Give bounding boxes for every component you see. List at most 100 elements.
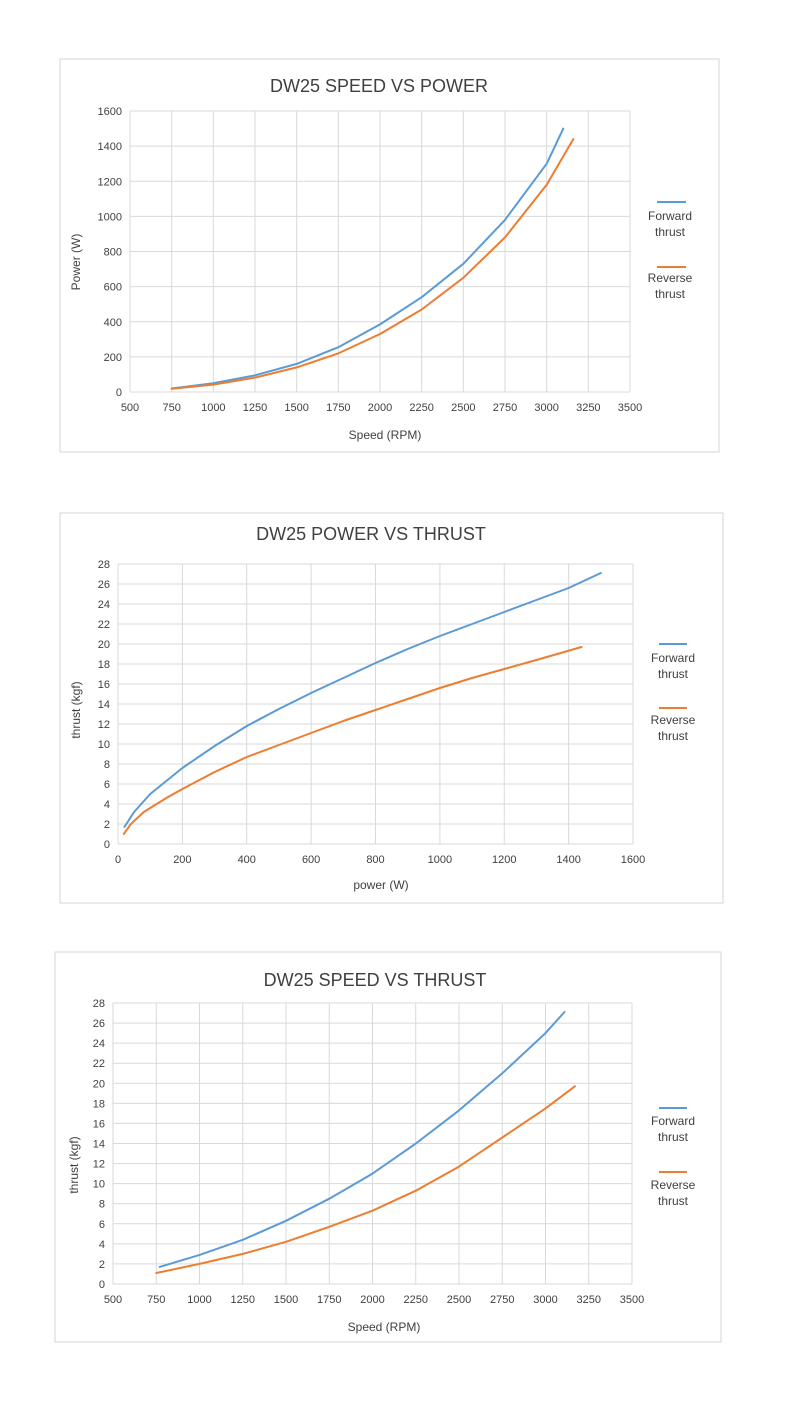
y-tick-label: 28 (98, 559, 110, 571)
x-tick-label: 750 (162, 402, 180, 414)
y-tick-label: 14 (98, 699, 110, 711)
y-tick-label: 8 (99, 1199, 105, 1211)
y-tick-label: 4 (104, 799, 110, 811)
y-tick-label: 22 (93, 1058, 105, 1070)
x-tick-label: 500 (121, 402, 139, 414)
x-tick-label: 1500 (274, 1294, 298, 1306)
legend-label-reverse: Reverse thrust (651, 713, 696, 743)
x-tick-label: 3500 (620, 1294, 644, 1306)
series-line-forward-thrust (158, 1011, 566, 1268)
x-axis-title: power (W) (353, 878, 408, 892)
legend: Forward thrust Reverse thrust (651, 1107, 696, 1208)
chart-frame (59, 512, 724, 904)
y-tick-label: 1000 (98, 211, 122, 223)
x-tick-label: 1250 (243, 402, 267, 414)
y-tick-label: 6 (104, 779, 110, 791)
x-tick-label: 3500 (618, 402, 642, 414)
chart-title: DW25 SPEED VS POWER (270, 76, 488, 96)
x-tick-label: 1200 (492, 854, 516, 866)
series-line-forward-thrust (170, 127, 565, 390)
x-tick-label: 750 (147, 1294, 165, 1306)
y-tick-label: 14 (93, 1139, 105, 1151)
x-tick-label: 1400 (556, 854, 580, 866)
y-tick-label: 8 (104, 759, 110, 771)
x-tick-label: 3250 (576, 402, 600, 414)
x-tick-label: 0 (115, 854, 121, 866)
x-tick-label: 2000 (360, 1294, 384, 1306)
y-tick-label: 18 (93, 1098, 105, 1110)
y-tick-label: 22 (98, 619, 110, 631)
x-tick-label: 2750 (493, 402, 517, 414)
y-tick-label: 2 (99, 1259, 105, 1271)
plot-area: 0 200 400 600 800 1000 1200 1400 160002468101214… (98, 559, 645, 866)
legend-label-forward: Forward thrust (648, 209, 692, 239)
y-tick-label: 16 (98, 679, 110, 691)
y-tick-label: 0 (116, 387, 122, 399)
x-tick-label: 3250 (577, 1294, 601, 1306)
chart-title: DW25 POWER VS THRUST (256, 524, 486, 544)
x-tick-label: 1000 (428, 854, 452, 866)
x-tick-label: 200 (173, 854, 191, 866)
x-tick-label: 1600 (621, 854, 645, 866)
chart-frame (59, 58, 720, 453)
x-tick-label: 400 (238, 854, 256, 866)
y-tick-label: 20 (98, 639, 110, 651)
chart-power-vs-thrust: DW25 POWER VS THRUST 0 200 400 600 800 1000 12… (59, 512, 724, 904)
y-tick-label: 0 (104, 839, 110, 851)
y-tick-label: 24 (98, 599, 110, 611)
series-line-reverse-thrust (155, 1085, 576, 1274)
x-tick-label: 3000 (533, 1294, 557, 1306)
x-tick-label: 1250 (231, 1294, 255, 1306)
x-tick-label: 2000 (368, 402, 392, 414)
x-axis-title: Speed (RPM) (348, 1320, 421, 1334)
chart-speed-vs-thrust: DW25 SPEED VS THRUST 500 750 1000 1250 1500 1… (54, 951, 722, 1343)
chart-title: DW25 SPEED VS THRUST (264, 970, 487, 990)
y-axis-title: thrust (kgf) (69, 681, 83, 738)
series-line-reverse-thrust (122, 646, 583, 835)
y-tick-label: 24 (93, 1038, 105, 1050)
x-axis-title: Speed (RPM) (349, 428, 422, 442)
x-tick-label: 2750 (490, 1294, 514, 1306)
y-tick-label: 18 (98, 659, 110, 671)
y-tick-label: 12 (93, 1159, 105, 1171)
y-tick-label: 26 (93, 1018, 105, 1030)
y-tick-label: 0 (99, 1279, 105, 1291)
x-tick-label: 500 (104, 1294, 122, 1306)
x-tick-label: 2250 (409, 402, 433, 414)
y-tick-label: 1400 (98, 141, 122, 153)
x-tick-label: 1750 (326, 402, 350, 414)
x-tick-label: 2500 (451, 402, 475, 414)
y-axis-title: Power (W) (69, 234, 83, 291)
y-tick-label: 6 (99, 1219, 105, 1231)
chart-speed-vs-power: DW25 SPEED VS POWER 500 750 1000 1250 1500 17… (59, 58, 720, 453)
legend: Forward thrust Reverse thrust (651, 643, 696, 743)
x-tick-label: 1000 (201, 402, 225, 414)
y-tick-label: 4 (99, 1239, 105, 1251)
y-tick-label: 1600 (98, 106, 122, 118)
y-tick-label: 600 (104, 282, 122, 294)
series-line-forward-thrust (123, 572, 602, 828)
plot-area: 500 750 1000 1250 1500 1750 2000 2250 2500 2750 30… (98, 106, 643, 414)
x-tick-label: 600 (302, 854, 320, 866)
x-tick-label: 3000 (534, 402, 558, 414)
legend: Forward thrust Reverse thrust (648, 201, 693, 301)
y-tick-label: 400 (104, 317, 122, 329)
x-tick-label: 2250 (404, 1294, 428, 1306)
legend-label-forward: Forward thrust (651, 1114, 695, 1144)
legend-label-reverse: Reverse thrust (651, 1178, 696, 1208)
y-tick-label: 12 (98, 719, 110, 731)
y-tick-label: 26 (98, 579, 110, 591)
y-tick-label: 800 (104, 247, 122, 259)
y-tick-label: 1200 (98, 176, 122, 188)
chart-frame (54, 951, 722, 1343)
series-line-reverse-thrust (170, 138, 575, 390)
y-tick-label: 20 (93, 1078, 105, 1090)
x-tick-label: 1750 (317, 1294, 341, 1306)
legend-label-forward: Forward thrust (651, 651, 695, 681)
y-axis-title: thrust (kgf) (67, 1136, 81, 1193)
y-tick-label: 2 (104, 819, 110, 831)
x-tick-label: 1500 (284, 402, 308, 414)
y-tick-label: 200 (104, 352, 122, 364)
x-tick-label: 1000 (187, 1294, 211, 1306)
